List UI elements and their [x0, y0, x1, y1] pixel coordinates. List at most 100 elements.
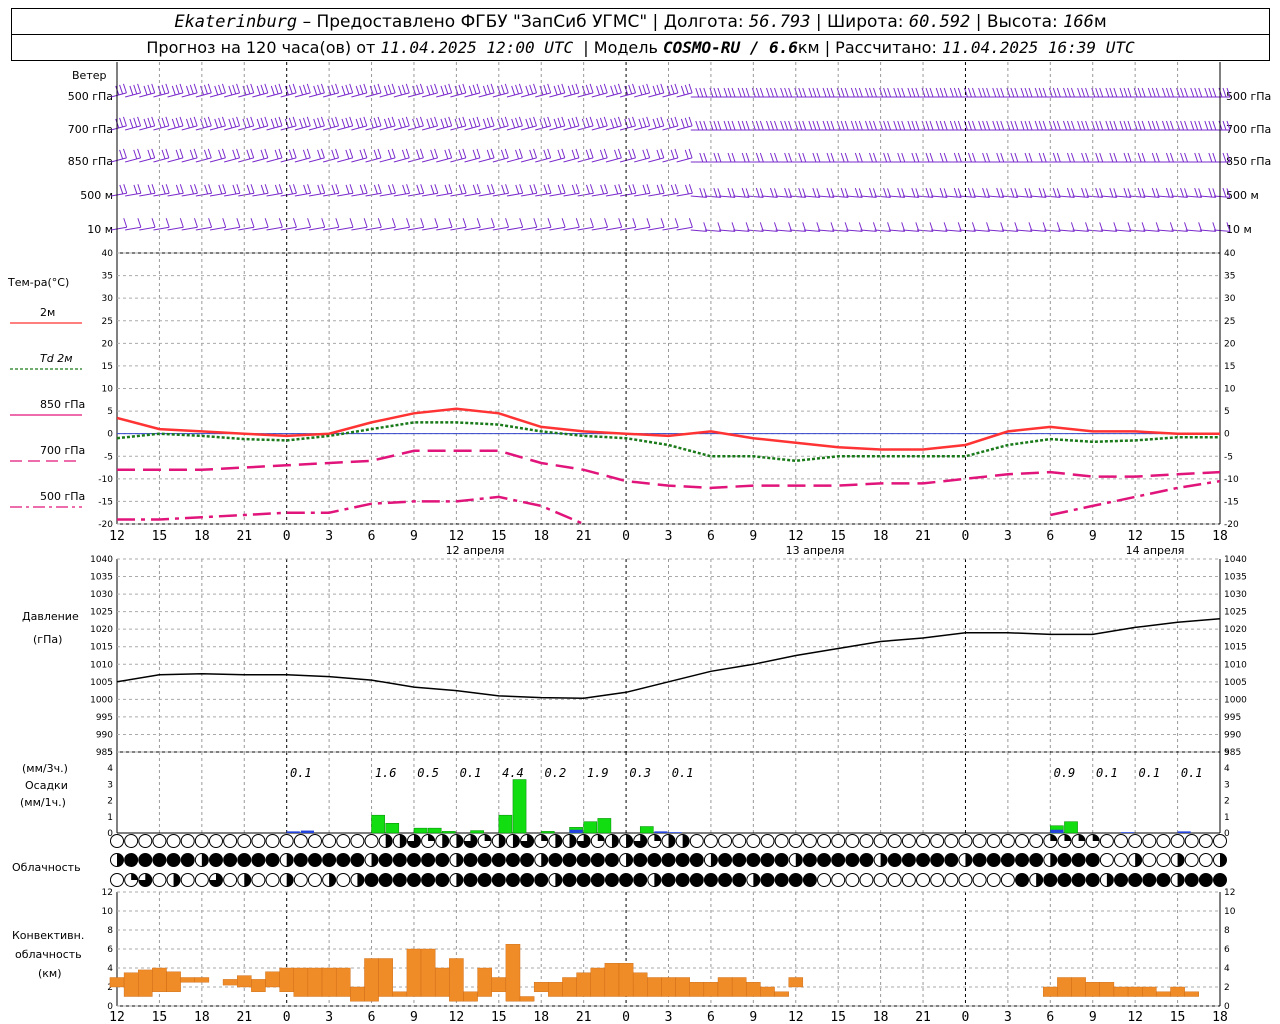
- wind-barb-feather: [335, 218, 340, 228]
- wind-barb-feather: [642, 184, 647, 195]
- wind-barb-feather: [377, 116, 382, 127]
- wind-level-label: 10 м: [1226, 223, 1252, 236]
- x-tick-label: 3: [665, 1010, 673, 1024]
- wind-barb: [181, 226, 198, 231]
- wind-barb: [280, 92, 297, 98]
- cloud-fill: [676, 853, 690, 867]
- wind-barb-feather: [1137, 152, 1142, 163]
- y-tick-label: 35: [102, 272, 113, 282]
- wind-barb-feather: [440, 85, 445, 96]
- wind-barb-feather: [193, 83, 198, 94]
- wind-barb-feather: [1010, 152, 1015, 163]
- cloud-fill: [322, 853, 336, 867]
- wind-barb-feather: [203, 117, 208, 128]
- cloud-symbol: [788, 834, 803, 848]
- title-line-2: Прогноз на 120 часа(ов) от 11.04.2025 12…: [11, 34, 1270, 61]
- wind-barb-feather: [1141, 152, 1146, 163]
- wind-barb-feather: [957, 87, 962, 98]
- wind-barb-feather: [1024, 87, 1029, 98]
- wind-barb-feather: [278, 218, 283, 228]
- wind-barb-feather: [1169, 120, 1174, 131]
- wind-barb-feather: [1034, 120, 1039, 131]
- wind-barb-feather: [317, 117, 322, 128]
- wind-barb-feather: [448, 218, 453, 228]
- wind-barb-feather: [1222, 187, 1227, 198]
- wind-barb-feather: [844, 87, 849, 98]
- x-tick-label: 0: [962, 529, 970, 544]
- cloud-fill: [662, 853, 675, 867]
- wind-barb-feather: [907, 120, 912, 131]
- cloud-symbol: [986, 834, 1001, 848]
- wind-barb-feather: [670, 149, 675, 160]
- wind-barb-feather: [986, 152, 991, 163]
- wind-barb-feather: [405, 116, 410, 127]
- wind-barb-feather: [604, 218, 609, 228]
- wind-barb-feather: [646, 184, 651, 194]
- cloud-fill: [478, 853, 492, 867]
- wind-barb-feather: [925, 87, 930, 98]
- wind-barb-feather: [207, 148, 212, 159]
- wind-barb-feather: [1099, 120, 1104, 131]
- wind-barb-feather: [1014, 87, 1019, 98]
- x-tick-label: 18: [533, 529, 549, 544]
- conv-cloud-bar: [731, 977, 747, 997]
- wind-barb-feather: [770, 120, 774, 131]
- conv-cloud-bar: [689, 982, 705, 997]
- wind-barb: [719, 195, 736, 198]
- wind-barb-feather: [359, 117, 364, 128]
- y-tick-label: 5: [1224, 407, 1230, 417]
- forecast-run: 11.04.2025 12:00 UTC: [380, 38, 574, 57]
- wind-barb-feather: [1052, 87, 1057, 98]
- wind-barb-feather: [680, 85, 685, 96]
- cloud-symbol: [1000, 873, 1015, 887]
- wind-barb-feather: [1109, 120, 1114, 131]
- wind-barb-feather: [525, 85, 530, 96]
- wind-barb-feather: [1066, 187, 1071, 198]
- cloud-fill: [506, 873, 520, 887]
- wind-barb-feather: [897, 120, 902, 131]
- wind-barb-feather: [1184, 120, 1189, 131]
- wind-barb-feather: [897, 152, 902, 163]
- wind-barb-feather: [1095, 152, 1100, 163]
- wind-barb-feather: [468, 85, 473, 96]
- cloud-symbol: [223, 834, 238, 848]
- wind-barb-feather: [567, 85, 572, 96]
- wind-barb-feather: [642, 84, 647, 95]
- wind-barb-feather: [1081, 120, 1086, 131]
- wind-barb-feather: [533, 116, 538, 127]
- wind-barb-feather: [780, 87, 785, 98]
- wind-barb: [846, 229, 863, 232]
- wind-barb-feather: [547, 148, 552, 159]
- wind-barb-feather: [505, 218, 510, 228]
- cloud-fill: [944, 853, 958, 867]
- x-tick-label: 15: [491, 1010, 507, 1024]
- rain-bar: [639, 826, 654, 834]
- wind-barb-feather: [967, 87, 972, 98]
- wind-barb-feather: [1056, 87, 1061, 98]
- cloud-fill: [167, 853, 181, 867]
- wind-barb-feather: [812, 120, 817, 131]
- wind-barb-feather: [345, 184, 350, 195]
- wind-barb-feather: [897, 87, 902, 98]
- y-tick-label: 1015: [90, 643, 113, 653]
- wind-barb-feather: [784, 87, 789, 98]
- wind-barb: [1171, 195, 1188, 198]
- wind-barb: [521, 226, 537, 231]
- wind-barb-feather: [967, 152, 972, 163]
- wind-barb-feather: [865, 87, 869, 98]
- wind-barb-feather: [674, 184, 679, 194]
- wind-barb-feather: [246, 117, 251, 128]
- wind-barb: [266, 192, 283, 197]
- wind-barb-feather: [133, 184, 138, 195]
- cloud-fill: [1043, 873, 1057, 887]
- y-tick-label: 40: [102, 249, 114, 259]
- wind-barb-feather: [419, 116, 424, 127]
- cloud-fill: [209, 853, 223, 867]
- wind-barb-feather: [808, 120, 813, 131]
- wind-barb-feather: [416, 84, 421, 95]
- wind-barb-feather: [949, 120, 954, 131]
- wind-barb-feather: [939, 120, 944, 131]
- wind-barb-feather: [373, 184, 378, 195]
- wind-barb-feather: [518, 116, 523, 127]
- wind-barb-feather: [844, 152, 849, 163]
